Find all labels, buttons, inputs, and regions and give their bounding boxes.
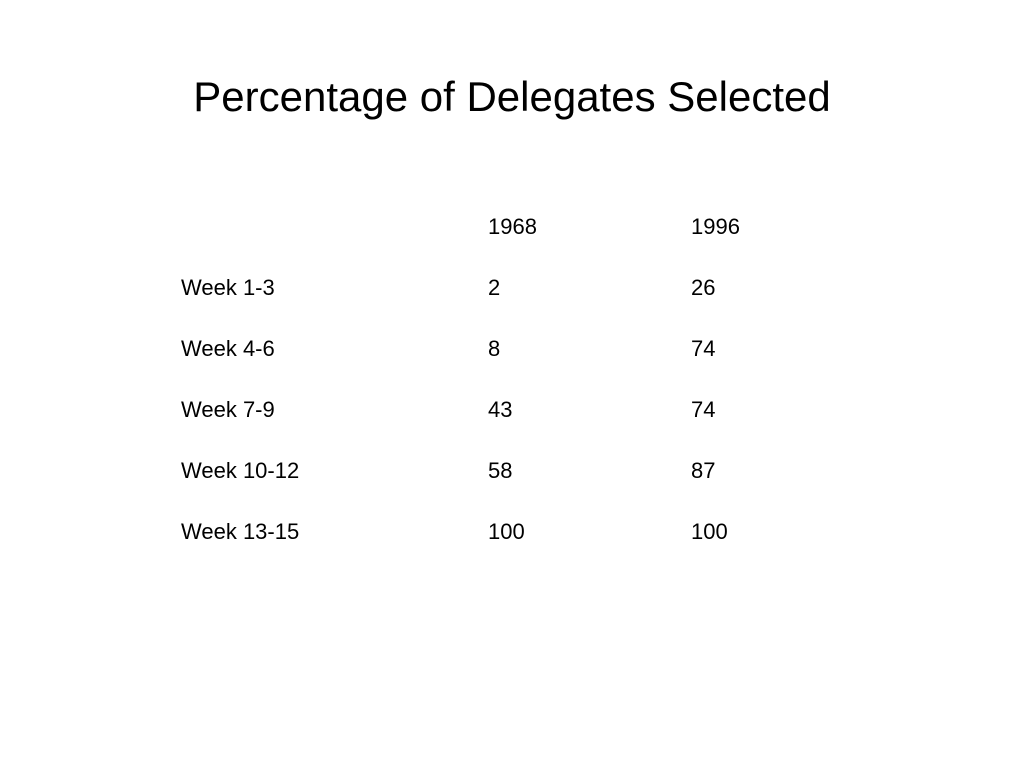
column-header-label	[170, 196, 477, 257]
cell-1996: 74	[691, 396, 716, 422]
row-label: Week 10-12	[181, 457, 300, 483]
table-row: Week 4-6 8 74	[170, 318, 811, 379]
row-label: Week 13-15	[181, 518, 300, 544]
cell-1968: 43	[488, 396, 513, 422]
cell-1996: 74	[691, 335, 716, 361]
cell-1968: 100	[488, 518, 525, 544]
row-label: Week 1-3	[181, 274, 275, 300]
slide-title: Percentage of Delegates Selected	[193, 73, 831, 120]
table-row: Week 10-12 58 87	[170, 440, 811, 501]
cell-1968: 2	[488, 274, 501, 300]
cell-1996: 100	[691, 518, 728, 544]
cell-1968: 58	[488, 457, 513, 483]
cell-1996: 87	[691, 457, 716, 483]
cell-1968: 8	[488, 335, 501, 361]
column-header-1996: 1996	[691, 213, 740, 239]
table-header-row: 1968 1996	[170, 196, 811, 257]
table-row: Week 7-9 43 74	[170, 379, 811, 440]
table-row: Week 13-15 100 100	[170, 501, 811, 562]
table-row: Week 1-3 2 26	[170, 257, 811, 318]
row-label: Week 7-9	[181, 396, 275, 422]
delegates-table: 1968 1996 Week 1-3 2 26 Week 4-6 8 74 We…	[170, 196, 811, 562]
column-header-1968: 1968	[488, 213, 537, 239]
cell-1996: 26	[691, 274, 716, 300]
row-label: Week 4-6	[181, 335, 275, 361]
